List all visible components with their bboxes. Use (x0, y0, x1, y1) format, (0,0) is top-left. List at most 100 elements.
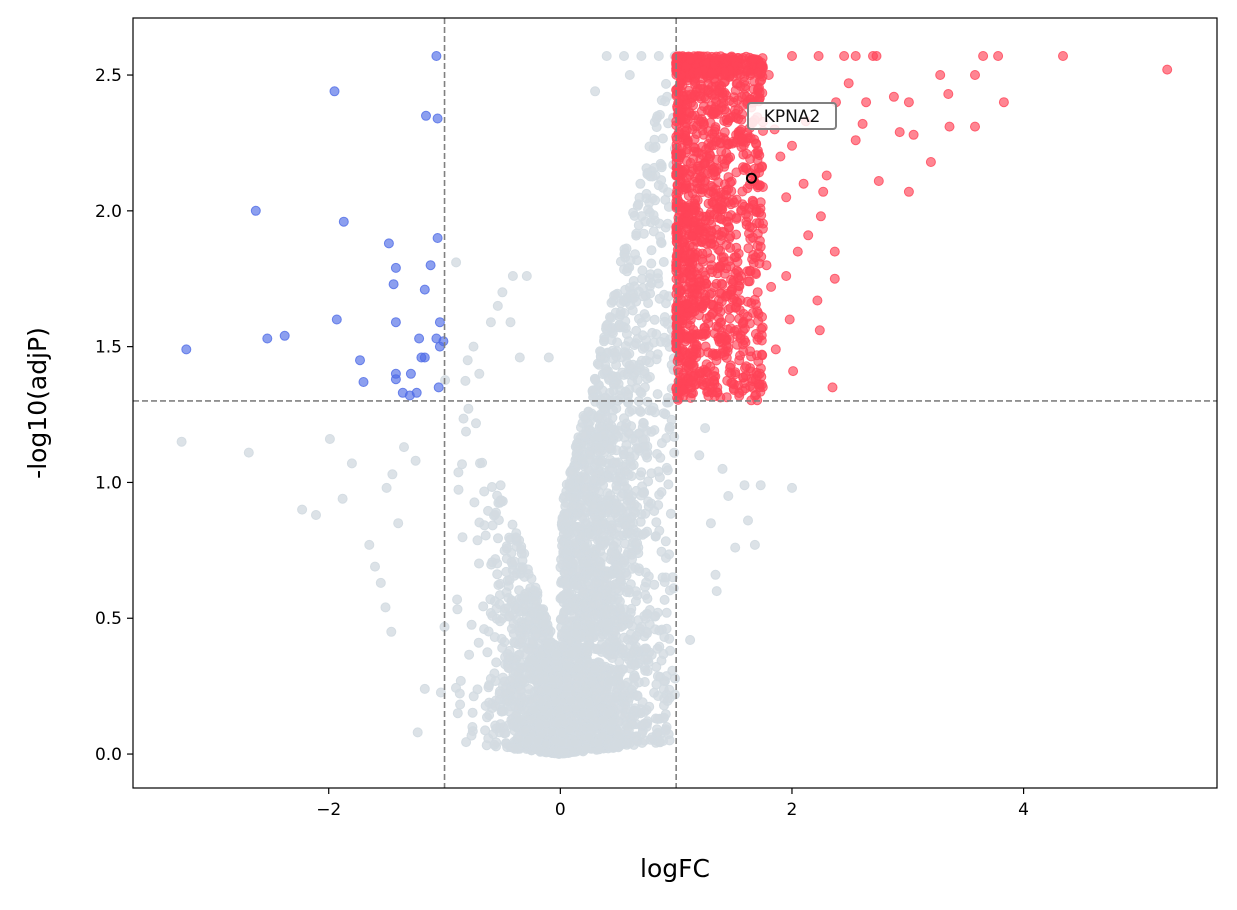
point-ns (723, 491, 734, 501)
point-up (908, 129, 919, 140)
point-ns (504, 685, 515, 696)
point-down (355, 355, 365, 366)
point-ns (649, 215, 660, 226)
point-ns (583, 464, 594, 475)
y-axis-title: -log10(adjP) (23, 327, 52, 479)
point-up (731, 78, 742, 89)
point-ns (649, 687, 660, 698)
point-ns (514, 715, 524, 726)
point-up (710, 124, 721, 135)
point-ns (558, 529, 569, 539)
point-ns (711, 586, 722, 597)
point-ns (628, 207, 639, 218)
point-ns (530, 674, 541, 684)
point-ns (496, 633, 507, 644)
point-up (829, 246, 840, 257)
point-up (850, 51, 861, 61)
point-up (868, 51, 878, 61)
point-ns (569, 538, 580, 549)
point-ns (508, 628, 519, 639)
point-up (706, 186, 717, 197)
point-up (757, 322, 768, 333)
point-ns (654, 109, 665, 120)
point-up (770, 344, 781, 355)
point-ns (569, 602, 580, 613)
point-ns (542, 639, 552, 650)
point-ns (624, 70, 635, 80)
point-ns (661, 623, 672, 634)
point-up (707, 350, 718, 361)
point-ns (650, 713, 661, 724)
point-ns (380, 602, 391, 613)
point-ns (612, 738, 623, 749)
point-up (751, 269, 761, 280)
point-ns (653, 500, 664, 511)
point-ns (523, 684, 534, 694)
point-ns (472, 535, 483, 546)
point-ns (474, 517, 485, 528)
point-ns (609, 347, 620, 358)
point-ns (562, 661, 573, 672)
point-ns (601, 685, 612, 696)
point-ns (611, 584, 622, 595)
point-ns (387, 469, 398, 480)
point-up (696, 114, 707, 124)
point-up (815, 211, 826, 222)
point-ns (598, 715, 609, 726)
point-ns (642, 447, 653, 458)
point-ns (643, 571, 654, 582)
point-ns (655, 737, 665, 748)
point-ns (601, 321, 612, 332)
point-ns (578, 429, 589, 440)
point-ns (606, 520, 617, 531)
point-ns (480, 530, 491, 541)
point-ns (622, 266, 632, 277)
point-ns (498, 706, 509, 717)
point-ns (453, 484, 464, 495)
point-ns (479, 486, 490, 497)
point-ns (597, 385, 608, 396)
point-ns (649, 134, 660, 145)
point-ns (625, 663, 636, 674)
point-ns (640, 434, 651, 445)
point-ns (639, 382, 650, 393)
point-ns (504, 611, 515, 622)
point-up (733, 248, 744, 259)
point-up (743, 212, 754, 223)
point-ns (623, 722, 634, 733)
point-ns (485, 673, 496, 684)
point-up (676, 285, 687, 296)
point-ns (611, 563, 622, 574)
point-up (752, 228, 763, 239)
point-ns (601, 364, 612, 375)
point-ns (454, 688, 465, 699)
point-up (781, 192, 792, 203)
point-up (737, 186, 748, 197)
point-ns (635, 516, 646, 527)
point-ns (661, 607, 672, 618)
point-up (1058, 51, 1068, 61)
point-ns (599, 334, 610, 345)
point-ns (381, 482, 392, 493)
point-ns (637, 487, 648, 498)
point-up (735, 333, 746, 344)
point-ns (641, 188, 652, 199)
point-ns (642, 666, 653, 677)
point-ns (519, 548, 530, 559)
point-ns (663, 187, 673, 198)
point-down (425, 260, 436, 271)
point-ns (337, 493, 348, 504)
point-ns (611, 637, 622, 647)
point-ns (590, 457, 601, 468)
point-ns (539, 618, 550, 629)
point-ns (346, 458, 357, 469)
point-ns (643, 204, 654, 215)
point-down (262, 333, 273, 344)
point-ns (618, 644, 628, 655)
point-up (784, 314, 795, 325)
point-ns (472, 684, 483, 695)
point-up (754, 87, 765, 98)
point-ns (643, 496, 654, 507)
point-ns (553, 718, 563, 728)
point-ns (649, 579, 660, 590)
